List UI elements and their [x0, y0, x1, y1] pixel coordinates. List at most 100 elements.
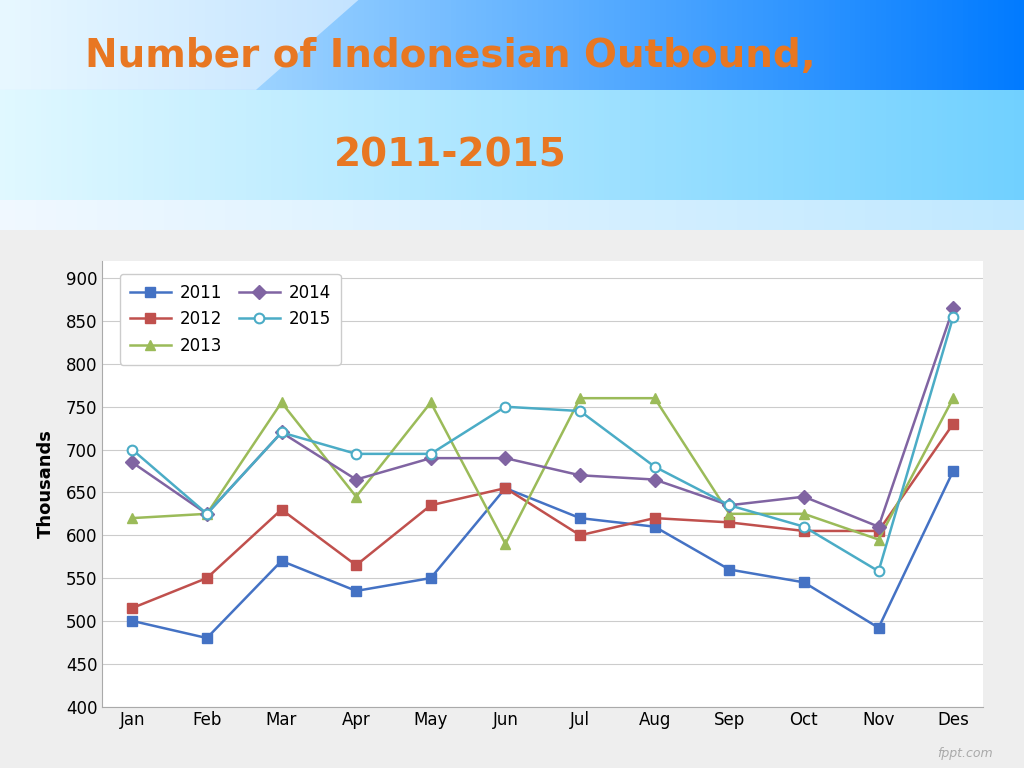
Bar	[707, 0, 712, 90]
Bar	[476, 0, 481, 90]
Bar	[225, 0, 230, 90]
Bar	[51, 0, 56, 90]
Bar	[205, 200, 210, 230]
Bar	[97, 0, 102, 90]
Bar	[717, 0, 722, 90]
Bar	[82, 90, 87, 200]
Bar	[666, 90, 671, 200]
Bar	[36, 90, 41, 200]
Line: 2015: 2015	[127, 312, 958, 576]
2013	[872, 535, 885, 545]
Bar	[671, 200, 676, 230]
Bar	[451, 0, 456, 90]
Bar	[189, 0, 195, 90]
Bar	[855, 200, 860, 230]
Bar	[845, 200, 850, 230]
Bar	[758, 90, 763, 200]
Bar	[51, 90, 56, 200]
Bar	[712, 200, 717, 230]
Bar	[481, 0, 486, 90]
2011	[201, 634, 213, 643]
2013	[723, 509, 735, 518]
Bar	[1009, 90, 1014, 200]
Bar	[251, 0, 256, 90]
2015	[201, 509, 213, 518]
2015	[126, 445, 138, 454]
Bar	[737, 200, 742, 230]
2012	[126, 604, 138, 613]
Bar	[691, 200, 696, 230]
Bar	[154, 90, 159, 200]
Bar	[625, 90, 630, 200]
Text: Number of Indonesian Outbound,: Number of Indonesian Outbound,	[85, 37, 816, 75]
Bar	[0, 200, 5, 230]
Bar	[553, 90, 558, 200]
Bar	[179, 90, 184, 200]
Bar	[640, 0, 645, 90]
Bar	[210, 90, 215, 200]
Bar	[138, 90, 143, 200]
Bar	[46, 0, 51, 90]
2011	[275, 556, 288, 565]
Bar	[317, 90, 323, 200]
Bar	[72, 90, 77, 200]
Bar	[486, 90, 492, 200]
Bar	[660, 90, 666, 200]
Bar	[461, 90, 466, 200]
Bar	[614, 0, 620, 90]
Bar	[5, 0, 10, 90]
Bar	[932, 90, 937, 200]
Bar	[860, 90, 865, 200]
Bar	[307, 90, 312, 200]
Bar	[15, 90, 20, 200]
Line: 2012: 2012	[127, 419, 958, 613]
Bar	[369, 200, 374, 230]
Bar	[855, 90, 860, 200]
Bar	[287, 200, 292, 230]
Bar	[440, 90, 445, 200]
2015	[573, 406, 586, 415]
Bar	[10, 90, 15, 200]
Bar	[328, 200, 333, 230]
2012	[723, 518, 735, 527]
Bar	[896, 200, 901, 230]
Bar	[507, 200, 512, 230]
Bar	[763, 90, 768, 200]
Bar	[548, 200, 553, 230]
Bar	[614, 90, 620, 200]
Bar	[522, 90, 527, 200]
Bar	[302, 0, 307, 90]
Bar	[881, 0, 886, 90]
Bar	[123, 90, 128, 200]
Bar	[420, 0, 425, 90]
Bar	[195, 200, 200, 230]
Bar	[645, 200, 650, 230]
Bar	[676, 90, 681, 200]
Bar	[256, 200, 261, 230]
Bar	[947, 90, 952, 200]
Bar	[200, 0, 205, 90]
Bar	[159, 200, 164, 230]
Bar	[799, 90, 804, 200]
Bar	[486, 200, 492, 230]
Bar	[579, 90, 584, 200]
Bar	[502, 200, 507, 230]
Bar	[297, 200, 302, 230]
Bar	[963, 200, 968, 230]
Bar	[840, 0, 845, 90]
Bar	[379, 200, 384, 230]
Bar	[650, 200, 655, 230]
Bar	[461, 200, 466, 230]
Bar	[753, 200, 758, 230]
Bar	[804, 0, 809, 90]
2013	[201, 509, 213, 518]
Bar	[911, 90, 916, 200]
Bar	[666, 200, 671, 230]
Bar	[865, 0, 870, 90]
Bar	[67, 90, 72, 200]
Bar	[538, 90, 543, 200]
Bar	[282, 200, 287, 230]
Bar	[389, 200, 394, 230]
Bar	[691, 90, 696, 200]
Bar	[92, 90, 97, 200]
